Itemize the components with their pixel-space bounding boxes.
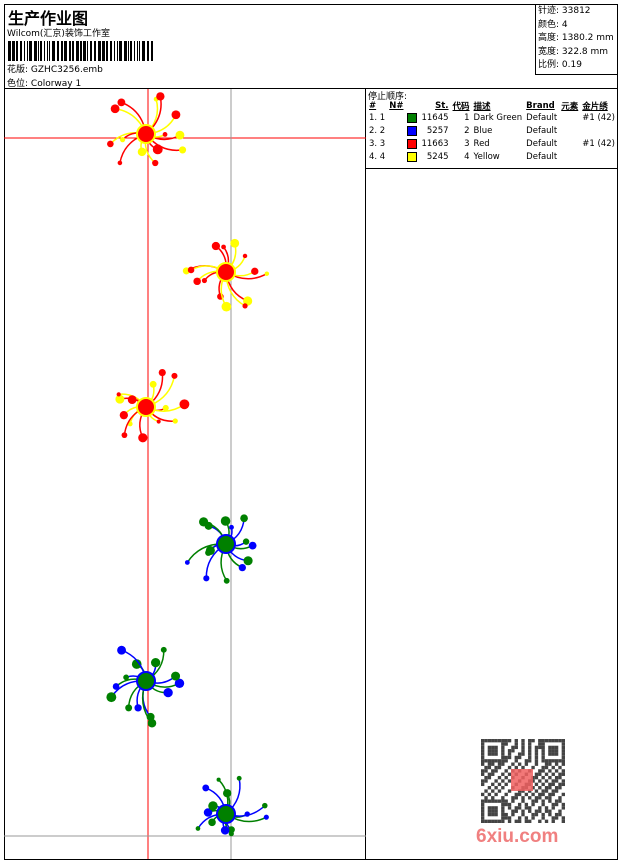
embroidery-motif xyxy=(184,514,257,584)
design-info: 针迹: 33812 颜色: 4 高度: 1380.2 mm 宽度: 322.8 … xyxy=(535,4,618,75)
stop-sequence-panel: 停止顺序: # N# St. 代码 描述 Brand 元素 金片绣 1. 1 1… xyxy=(366,89,618,169)
color-swatch xyxy=(407,125,418,136)
embroidery-motif xyxy=(106,645,185,728)
sequin: #1 (42) xyxy=(582,113,615,124)
embroidery-preview xyxy=(4,89,366,859)
colorway-value: Colorway 1 xyxy=(30,79,82,89)
sequin xyxy=(580,125,617,138)
col-header: # xyxy=(369,100,377,111)
table-row: 1. 1 11645 1 Dark Green Default #1 (42) xyxy=(367,112,617,125)
qr-code xyxy=(481,739,565,823)
embroidery-motif xyxy=(195,775,269,837)
row-index: 3. 3 xyxy=(369,138,386,149)
color-description: Dark Green xyxy=(473,113,523,124)
col-header: 金片绣 xyxy=(582,101,608,112)
header: 生产作业图 Wilcom(汇京)装饰工作室 花版: GZHC3256.emb 色… xyxy=(4,4,618,89)
sequin xyxy=(580,150,617,163)
col-header: 元素 xyxy=(561,101,579,112)
brand: Default xyxy=(526,113,558,124)
stitch-count: 11663 xyxy=(421,138,449,149)
design-label: 花版: xyxy=(7,65,29,75)
color-swatch xyxy=(407,151,418,162)
row-index: 1. 1 xyxy=(369,113,386,124)
seal-logo xyxy=(511,769,533,791)
brand: Default xyxy=(526,126,558,137)
color-code: 4 xyxy=(464,151,470,162)
col-header: Brand xyxy=(526,100,555,111)
barcode xyxy=(8,41,153,61)
embroidery-motif xyxy=(107,92,187,167)
watermark: 6xiu.com xyxy=(476,826,559,847)
design-width: 宽度: 322.8 mm xyxy=(538,46,609,57)
color-description: Red xyxy=(473,138,490,149)
col-header: 代码 xyxy=(452,101,470,112)
studio-name: Wilcom(汇京)装饰工作室 xyxy=(7,29,110,39)
stitch-count: 5257 xyxy=(426,126,449,137)
stop-sequence-title: 停止顺序: xyxy=(368,92,408,102)
design-preview xyxy=(4,89,366,859)
color-description: Blue xyxy=(473,126,493,137)
col-header: N# xyxy=(389,100,404,111)
colorway-label: 色位: xyxy=(7,79,29,89)
table-row: 4. 4 5245 4 Yellow Default xyxy=(367,150,617,163)
design-file: GZHC3256.emb xyxy=(30,65,103,75)
row-index: 2. 2 xyxy=(369,126,386,137)
color-swatch xyxy=(407,138,418,149)
stitch-count: 11645 xyxy=(421,113,449,124)
embroidery-motif xyxy=(182,238,270,312)
table-row: 3. 3 11663 3 Red Default #1 (42) xyxy=(367,138,617,151)
brand: Default xyxy=(526,151,558,162)
row-index: 4. 4 xyxy=(369,151,386,162)
stitch-count: 5245 xyxy=(426,151,449,162)
brand: Default xyxy=(526,138,558,149)
color-code: 2 xyxy=(464,126,470,137)
color-table: # N# St. 代码 描述 Brand 元素 金片绣 1. 1 11645 1… xyxy=(367,99,617,163)
color-code: 1 xyxy=(464,113,470,124)
design-height: 高度: 1380.2 mm xyxy=(538,33,614,43)
color-swatch xyxy=(407,113,418,124)
col-header: 描述 xyxy=(473,101,491,112)
sequin: #1 (42) xyxy=(582,138,615,149)
stitch-count: 针迹: 33812 xyxy=(538,6,591,16)
page-title: 生产作业图 xyxy=(8,9,89,28)
color-description: Yellow xyxy=(473,151,500,162)
embroidery-motif xyxy=(115,369,190,443)
design-scale: 比例: 0.19 xyxy=(538,60,582,70)
table-row: 2. 2 5257 2 Blue Default xyxy=(367,125,617,138)
color-code: 3 xyxy=(464,138,470,149)
col-header: St. xyxy=(435,100,449,111)
color-count: 颜色: 4 xyxy=(538,19,568,30)
